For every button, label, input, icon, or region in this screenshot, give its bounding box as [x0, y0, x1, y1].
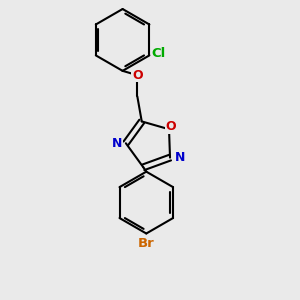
- Text: Br: Br: [138, 237, 155, 250]
- Text: N: N: [112, 137, 122, 150]
- Text: N: N: [174, 151, 185, 164]
- Text: O: O: [166, 120, 176, 134]
- Text: O: O: [132, 69, 142, 82]
- Text: Cl: Cl: [152, 47, 166, 60]
